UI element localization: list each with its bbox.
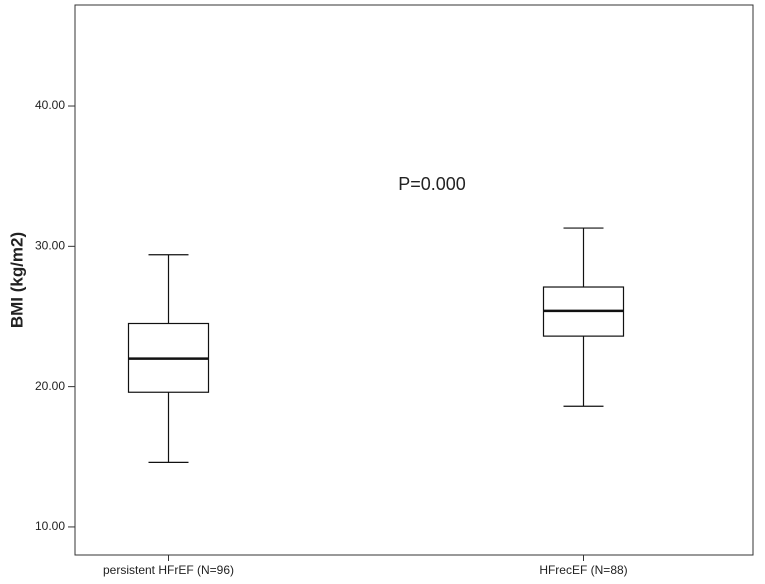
y-tick-label: 20.00 xyxy=(35,379,65,393)
x-tick-label: persistent HFrEF (N=96) xyxy=(103,563,234,577)
y-axis-label: BMI (kg/m2) xyxy=(7,232,26,328)
plot-frame xyxy=(74,4,754,556)
annotation: P=0.000 xyxy=(398,174,466,194)
y-tick-label: 30.00 xyxy=(35,238,65,252)
x-tick-label: HFrecEF (N=88) xyxy=(539,563,627,577)
y-tick-label: 40.00 xyxy=(35,98,65,112)
y-tick-label: 10.00 xyxy=(35,519,65,533)
